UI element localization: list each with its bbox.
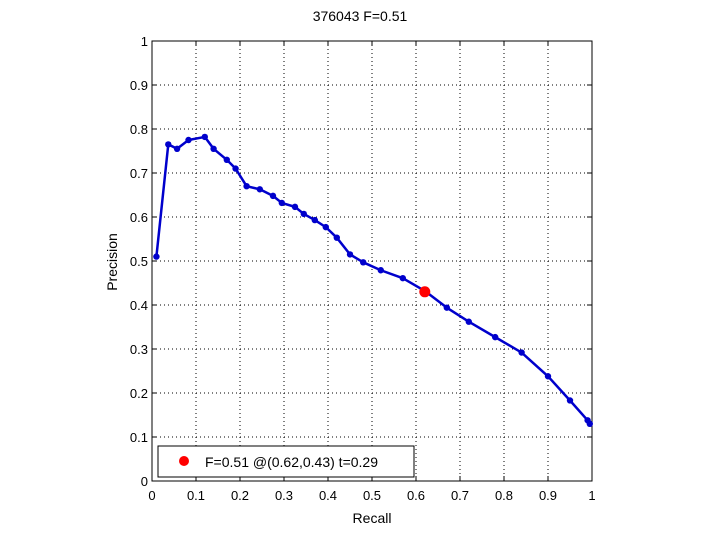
pr-curve-point xyxy=(544,373,552,380)
pr-curve-point xyxy=(399,274,406,282)
pr-curve-point xyxy=(243,183,250,190)
legend-frame xyxy=(157,445,415,478)
y-tick-label: 0.2 xyxy=(130,386,148,401)
x-tick-label: 1 xyxy=(588,488,595,503)
legend-marker xyxy=(179,456,189,466)
x-tick-label: 0.9 xyxy=(539,488,557,503)
legend-box: F=0.51 @(0.62,0.43) t=0.29 xyxy=(157,445,415,478)
pr-curve-point xyxy=(185,136,192,144)
grid-layer xyxy=(152,41,592,481)
y-tick-label: 0.4 xyxy=(130,298,148,313)
x-tick-label: 0.6 xyxy=(407,488,425,503)
pr-curve-point xyxy=(153,253,160,260)
pr-curve-point xyxy=(269,192,277,200)
pr-curve-point xyxy=(586,420,593,427)
pr-curve-point xyxy=(165,141,172,148)
y-tick-label: 0.8 xyxy=(130,122,148,137)
pr-curve-point xyxy=(232,165,239,172)
y-tick-label: 0.3 xyxy=(130,342,148,357)
pr-curve-point xyxy=(333,234,340,241)
x-tick-label: 0.4 xyxy=(319,488,337,503)
pr-curve-point xyxy=(360,259,367,266)
legend-label: F=0.51 @(0.62,0.43) t=0.29 xyxy=(205,454,378,470)
best-f-point xyxy=(419,286,431,298)
x-tick-label: 0.3 xyxy=(275,488,293,503)
x-tick-label: 0.8 xyxy=(495,488,513,503)
pr-curve-point xyxy=(492,333,499,341)
x-axis-label: Recall xyxy=(352,510,392,526)
pr-curve-point xyxy=(311,216,318,224)
x-tick-label: 0.7 xyxy=(451,488,469,503)
y-tick-label: 0.9 xyxy=(130,78,148,93)
pr-curve-point xyxy=(256,186,263,193)
y-tick-label: 0.1 xyxy=(130,430,148,445)
y-tick-label: 0.5 xyxy=(130,254,148,269)
pr-curve-point xyxy=(210,145,217,152)
pr-curve-point xyxy=(346,251,354,258)
pr-curve-point xyxy=(465,318,472,325)
x-tick-label: 0.1 xyxy=(187,488,205,503)
pr-curve-point xyxy=(173,145,181,152)
x-tick-label: 0.2 xyxy=(231,488,249,503)
x-tick-label: 0 xyxy=(148,488,155,503)
pr-curve-point xyxy=(566,397,574,404)
pr-curve-point xyxy=(291,203,299,211)
y-tick-label: 0.7 xyxy=(130,166,148,181)
pr-curve-point xyxy=(201,133,208,141)
y-tick-label: 0.6 xyxy=(130,210,148,225)
y-tick-label: 0 xyxy=(141,474,148,489)
chart-title: 376043 F=0.51 xyxy=(312,8,408,24)
series-layer xyxy=(153,133,593,427)
pr-curve-point xyxy=(518,349,525,356)
pr-curve-point xyxy=(223,156,230,163)
pr-curve-point xyxy=(300,210,307,218)
pr-curve-point xyxy=(278,199,285,207)
pr-curve-point xyxy=(322,223,329,231)
pr-curve-point xyxy=(443,304,450,311)
y-tick-label: 1 xyxy=(141,34,148,49)
ticks-layer: 0 0.1 0.2 0.3 0.4 0.5 0.6 0.7 0.8 0.9 1 0 0.1 0.2 0.3 0… xyxy=(130,34,596,503)
x-tick-label: 0.5 xyxy=(363,488,381,503)
y-axis-label: Precision xyxy=(104,233,120,291)
pr-curve-point xyxy=(377,267,384,274)
pr-curve-line xyxy=(155,135,591,425)
